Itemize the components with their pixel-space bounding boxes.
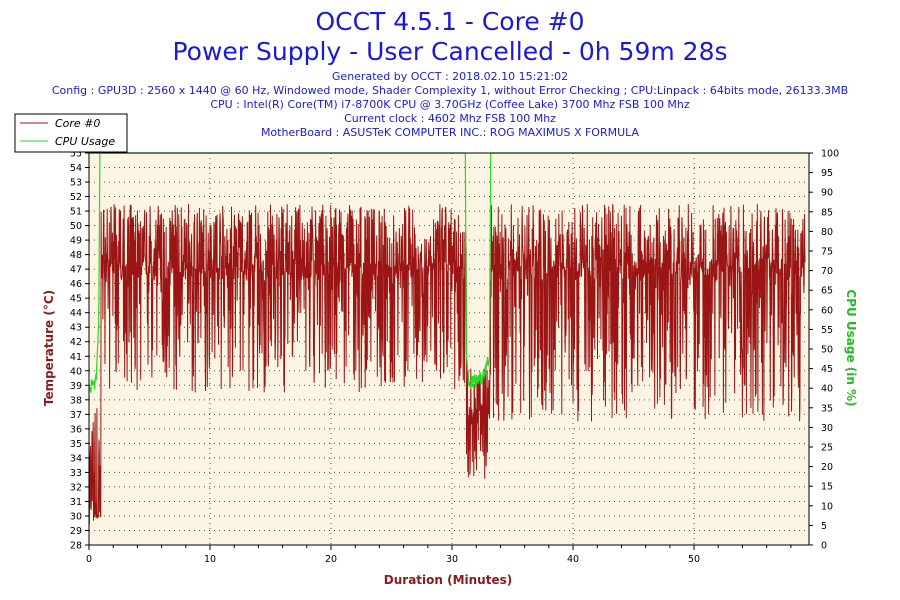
core-0-line xyxy=(88,203,806,525)
y-tick-label: 55 xyxy=(70,149,82,160)
y-tick-label: 39 xyxy=(70,381,82,392)
y-tick-label: 40 xyxy=(70,366,82,377)
y-tick-label: 54 xyxy=(70,163,82,174)
core-series xyxy=(88,203,806,525)
y2-tick-label: 25 xyxy=(821,443,833,454)
y2-tick-label: 0 xyxy=(821,541,827,552)
y2-tick-label: 60 xyxy=(821,305,833,316)
y-tick-label: 49 xyxy=(70,236,82,247)
x-tick-label: 30 xyxy=(446,554,458,565)
y-tick-label: 53 xyxy=(70,178,82,189)
legend: Core #0 CPU Usage xyxy=(14,113,128,153)
legend-label-core: Core #0 xyxy=(55,117,100,130)
y-tick-label: 38 xyxy=(70,395,82,406)
y2-tick-label: 20 xyxy=(821,462,833,473)
y2-tick-label: 35 xyxy=(821,403,833,414)
y-tick-label: 52 xyxy=(70,192,82,203)
y2-tick-label: 75 xyxy=(821,247,833,258)
y-tick-label: 37 xyxy=(70,410,82,421)
y2-tick-label: 50 xyxy=(821,345,833,356)
right-axis: 0 5 10 15 20 25 30 35 40 45 50 55 60 65 70 75 80 85 90 95 10… xyxy=(809,149,839,552)
y-tick-label: 41 xyxy=(70,352,82,363)
x-axis: 0 10 20 30 40 50 xyxy=(86,545,792,565)
info-clock: Current clock : 4602 Mhz FSB 100 Mhz xyxy=(344,112,556,125)
y2-tick-label: 95 xyxy=(821,168,833,179)
y2-tick-label: 90 xyxy=(821,188,833,199)
cpu-usage-series xyxy=(88,152,809,393)
right-axis-label: CPU Usage (in %) xyxy=(844,289,858,406)
y-tick-label: 42 xyxy=(70,337,82,348)
y-tick-label: 35 xyxy=(70,439,82,450)
y-tick-label: 28 xyxy=(70,541,82,552)
y-tick-label: 46 xyxy=(70,279,82,290)
y2-tick-label: 80 xyxy=(821,227,833,238)
chart-title: OCCT 4.5.1 - Core #0 xyxy=(316,7,585,36)
y-tick-label: 36 xyxy=(70,424,82,435)
left-axis: 28 29 30 31 32 33 34 35 36 37 38 39 40 41 42 43 44 45 46 47… xyxy=(70,149,89,552)
y2-tick-label: 55 xyxy=(821,325,833,336)
x-tick-label: 40 xyxy=(567,554,579,565)
y-tick-label: 51 xyxy=(70,207,82,218)
legend-label-cpu: CPU Usage xyxy=(55,135,115,148)
y-tick-label: 43 xyxy=(70,323,82,334)
legend-box xyxy=(14,113,128,153)
grid xyxy=(89,153,809,545)
y-tick-label: 44 xyxy=(70,308,82,319)
plot-area xyxy=(89,153,809,545)
y2-tick-label: 30 xyxy=(821,423,833,434)
info-cpu: CPU : Intel(R) Core(TM) i7-8700K CPU @ 3… xyxy=(210,98,690,111)
y-tick-label: 32 xyxy=(70,482,82,493)
y2-tick-label: 85 xyxy=(821,207,833,218)
y2-tick-label: 100 xyxy=(821,149,839,160)
y-tick-label: 48 xyxy=(70,250,82,261)
x-tick-label: 50 xyxy=(688,554,700,565)
info-motherboard: MotherBoard : ASUSTeK COMPUTER INC.: ROG… xyxy=(261,126,640,139)
y-tick-label: 33 xyxy=(70,468,82,479)
y-tick-label: 31 xyxy=(70,497,82,508)
y-tick-label: 47 xyxy=(70,265,82,276)
y2-tick-label: 10 xyxy=(821,501,833,512)
cpu-usage-line xyxy=(88,152,809,393)
x-axis-label: Duration (Minutes) xyxy=(384,573,512,587)
y2-tick-label: 40 xyxy=(821,384,833,395)
y-tick-label: 29 xyxy=(70,526,82,537)
y2-tick-label: 70 xyxy=(821,266,833,277)
x-tick-label: 0 xyxy=(86,554,92,565)
chart-subtitle: Power Supply - User Cancelled - 0h 59m 2… xyxy=(172,37,727,66)
y2-tick-label: 15 xyxy=(821,482,833,493)
x-tick-label: 10 xyxy=(204,554,216,565)
info-config: Config : GPU3D : 2560 x 1440 @ 60 Hz, Wi… xyxy=(52,84,848,97)
info-generated: Generated by OCCT : 2018.02.10 15:21:02 xyxy=(332,70,568,83)
y-tick-label: 34 xyxy=(70,453,82,464)
y2-tick-label: 65 xyxy=(821,286,833,297)
y-tick-label: 50 xyxy=(70,221,82,232)
y-tick-label: 45 xyxy=(70,294,82,305)
y2-tick-label: 5 xyxy=(821,521,827,532)
left-axis-label: Temperature (°C) xyxy=(42,290,56,406)
y2-tick-label: 45 xyxy=(821,364,833,375)
y-tick-label: 30 xyxy=(70,511,82,522)
x-tick-label: 20 xyxy=(325,554,337,565)
